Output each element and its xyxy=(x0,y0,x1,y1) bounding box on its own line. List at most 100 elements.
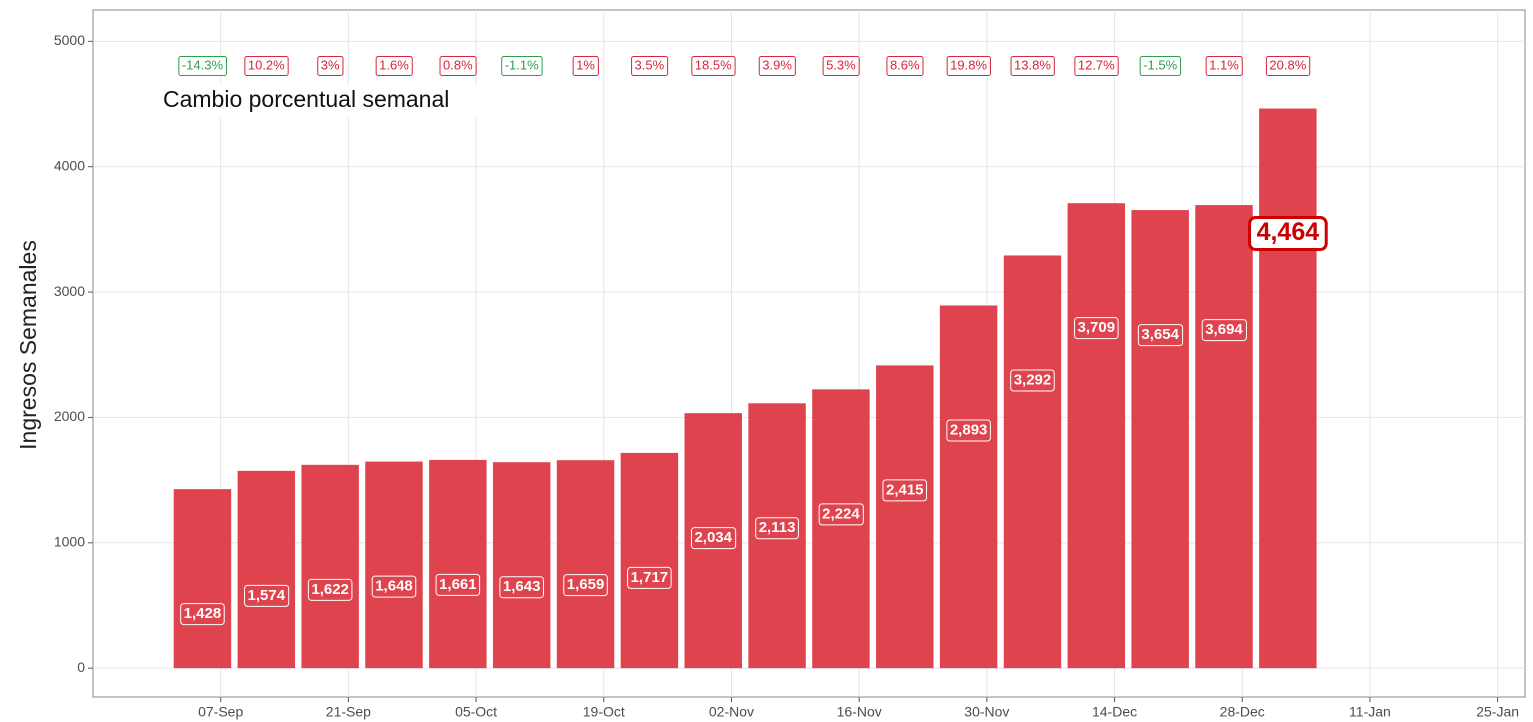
bar xyxy=(1259,108,1317,669)
value-label: 2,113 xyxy=(759,519,796,536)
value-label: 2,034 xyxy=(694,529,732,546)
change-label: 20.8% xyxy=(1269,57,1306,72)
y-tick-label: 5000 xyxy=(54,32,85,48)
value-label-box xyxy=(563,574,608,597)
value-label-box xyxy=(1201,319,1247,342)
bar xyxy=(939,305,998,669)
x-tick-label: 11-Jan xyxy=(1349,704,1391,720)
change-label: -1.1% xyxy=(505,57,539,72)
change-label-box xyxy=(1205,56,1243,76)
change-label-box xyxy=(178,56,227,76)
bar xyxy=(1067,203,1126,669)
change-label-box xyxy=(1010,56,1055,76)
change-label: -1.5% xyxy=(1143,57,1177,72)
change-label-box xyxy=(501,56,543,76)
annotation: Cambio porcentual semanal xyxy=(163,86,449,112)
y-tick-label: 0 xyxy=(77,659,85,675)
change-label-box xyxy=(375,56,413,76)
change-label: 0.8% xyxy=(443,57,473,72)
bar xyxy=(237,470,296,669)
value-label-box xyxy=(307,578,353,601)
y-axis-title: Ingresos Semanales xyxy=(15,240,41,450)
bar xyxy=(1003,255,1062,669)
value-label: 1,661 xyxy=(439,576,477,593)
value-label: 3,694 xyxy=(1205,321,1243,338)
x-tick-label: 05-Oct xyxy=(455,704,497,720)
x-tick-label: 07-Sep xyxy=(198,704,243,720)
value-label: 1,659 xyxy=(567,576,605,593)
change-label-box xyxy=(439,56,477,76)
change-label: 5.3% xyxy=(826,57,856,72)
bar xyxy=(429,459,487,669)
change-label: 1.1% xyxy=(1209,57,1239,72)
change-label: -14.3% xyxy=(182,57,224,72)
bar xyxy=(556,460,615,669)
x-tick-label: 30-Nov xyxy=(964,704,1009,720)
value-label-box xyxy=(690,527,737,550)
value-label-box xyxy=(1010,369,1055,392)
x-tick-label: 14-Dec xyxy=(1092,704,1137,720)
highlight-label-box xyxy=(1248,216,1328,252)
change-label: 19.8% xyxy=(950,57,987,72)
y-tick-label: 4000 xyxy=(54,157,85,173)
value-label-box xyxy=(499,576,544,599)
bar xyxy=(301,464,359,669)
change-label: 3.9% xyxy=(762,57,792,72)
change-label: 1% xyxy=(576,57,595,72)
value-label-box xyxy=(755,517,799,540)
bar xyxy=(684,413,742,669)
bar xyxy=(748,403,806,669)
change-label-box xyxy=(758,56,796,76)
value-label: 1,717 xyxy=(631,569,669,586)
x-tick-label: 25-Jan xyxy=(1476,704,1519,720)
marks xyxy=(173,108,1317,669)
value-label: 3,709 xyxy=(1078,319,1116,336)
change-label-box xyxy=(1139,56,1182,76)
change-label: 18.5% xyxy=(695,57,732,72)
bar xyxy=(620,452,679,669)
x-tick-label: 16-Nov xyxy=(837,704,882,720)
change-label-box xyxy=(1265,56,1311,76)
change-label: 3.5% xyxy=(635,57,665,72)
value-label-box xyxy=(1137,324,1184,347)
value-label-box xyxy=(435,573,481,596)
bar xyxy=(812,389,870,669)
change-label-box xyxy=(1074,56,1119,76)
value-label-box xyxy=(882,479,928,502)
change-label: 13.8% xyxy=(1014,57,1051,72)
value-label: 3,292 xyxy=(1014,371,1052,388)
x-tick-label: 28-Dec xyxy=(1220,704,1265,720)
x-tick-label: 19-Oct xyxy=(583,704,625,720)
value-label-box xyxy=(627,566,672,589)
y-tick-label: 3000 xyxy=(54,283,85,299)
value-label: 1,648 xyxy=(375,578,413,595)
value-label: 1,643 xyxy=(503,578,541,595)
value-label: 2,224 xyxy=(822,505,860,522)
bar xyxy=(173,489,232,669)
value-label-box xyxy=(1074,317,1119,340)
bar xyxy=(876,365,934,669)
change-label-box xyxy=(572,56,599,76)
x-tick-label: 02-Nov xyxy=(709,704,754,720)
change-label: 8.6% xyxy=(890,57,920,72)
y-tick-label: 1000 xyxy=(54,534,85,550)
change-label: 10.2% xyxy=(248,57,285,72)
x-tick-label: 21-Sep xyxy=(326,704,371,720)
bar xyxy=(365,461,423,669)
value-label: 3,654 xyxy=(1141,326,1179,343)
value-label: 1,622 xyxy=(311,581,349,598)
y-tick-label: 2000 xyxy=(54,408,85,424)
bar xyxy=(492,462,551,669)
value-label: 1,574 xyxy=(248,587,286,604)
change-label-box xyxy=(822,56,860,76)
value-label-box xyxy=(371,575,417,598)
annotation-background xyxy=(145,84,555,118)
value-label: 2,893 xyxy=(950,421,988,438)
change-label-box xyxy=(691,56,736,76)
change-label-box xyxy=(631,56,669,76)
change-label: 3% xyxy=(321,57,340,72)
change-label: 1.6% xyxy=(379,57,409,72)
bar xyxy=(1195,205,1253,669)
change-label: 12.7% xyxy=(1078,57,1115,72)
